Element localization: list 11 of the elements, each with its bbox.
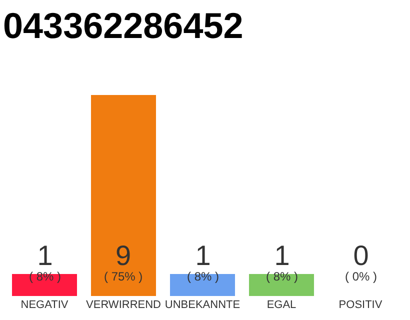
x-tick-label: UNBEKANNTE (164, 299, 240, 311)
data-label: 1 ( 8% ) (29, 240, 62, 284)
data-label: 1 ( 8% ) (266, 240, 298, 284)
x-tick-label: POSITIV (338, 299, 383, 311)
data-label: 1 ( 8% ) (187, 240, 220, 284)
chart-title: 043362286452 (3, 5, 244, 46)
data-label: 9 ( 75% ) (104, 240, 143, 284)
x-tick-label: EGAL (266, 299, 296, 311)
data-label: 0 ( 0% ) (345, 240, 378, 284)
x-tick-label: NEGATIV (20, 299, 69, 311)
x-tick-label: VERWIRREND (86, 299, 162, 311)
